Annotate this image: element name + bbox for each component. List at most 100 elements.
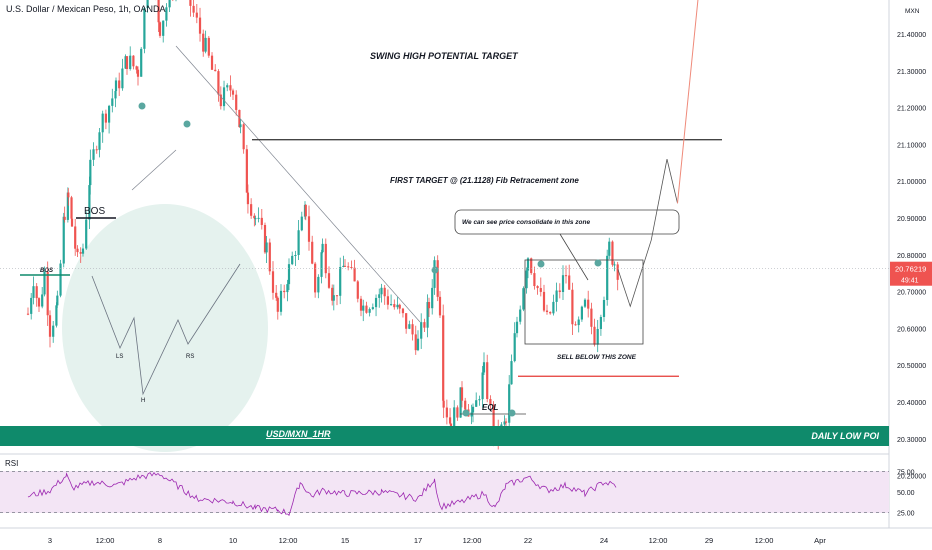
candle-body [599,316,602,329]
candle [35,283,38,307]
candle-body [331,287,334,301]
countdown-text: 49:41 [901,278,919,285]
bearish-trendline [175,45,421,323]
candle [59,259,62,298]
candle-body [362,305,365,311]
candle-body [263,224,267,253]
candle [486,354,489,403]
price-tick-label: 20.60000 [897,326,926,333]
candle-body [383,287,386,297]
candle [561,265,565,300]
candle-body [374,297,378,308]
candle [43,266,46,297]
candle [583,298,587,308]
candle-body [552,301,555,314]
candle-body [519,309,522,322]
candle [401,307,405,318]
candle [226,83,229,92]
candle-body [26,313,30,315]
swing-point-marker [138,102,146,110]
candle-body [204,37,207,52]
candle [108,104,111,134]
candle-body [549,311,552,314]
candle-body [321,243,324,253]
candle [30,293,33,320]
candle-body [114,90,117,99]
candle [555,282,558,312]
candle [327,266,331,289]
candle-body [35,286,38,299]
candle-body [414,334,417,351]
candle [279,284,283,316]
candle-body [320,252,323,277]
candle-body [508,384,511,423]
candle-body [43,271,46,295]
candle-body [332,295,335,301]
candle [321,238,324,254]
candle-body [108,105,111,123]
candle-body [238,109,241,128]
head-shoulders-zone [62,204,268,452]
candle [368,307,371,317]
candle [132,55,135,70]
current-price-badge-text: 20.76219 [895,265,926,274]
candle [365,301,368,314]
candle [426,294,429,338]
candle [135,65,138,74]
candle-body [602,299,606,317]
candle-body [74,226,77,249]
candle [172,0,174,2]
candle-body [427,302,431,309]
swing-point-marker [537,260,545,268]
candle-body [481,372,484,400]
candle [70,217,74,227]
candle [235,90,238,116]
candle-body [192,5,195,13]
candle [239,119,242,134]
candle [508,375,511,431]
candle-body [438,296,442,316]
candle [189,0,192,17]
bos-label-small: BOS [40,268,53,274]
candle [140,47,143,77]
candle-body [350,267,353,269]
candle-body [580,306,583,320]
candle [590,302,593,335]
candle-body [287,264,291,285]
ls-label: LS [116,354,123,360]
candle [26,307,30,316]
swing-point-marker [431,266,439,274]
candle-body [611,241,614,265]
candle-body [104,113,107,123]
candle [513,322,516,363]
candle [542,284,546,313]
eql-label: EQL [482,403,499,412]
candle [616,261,619,291]
candle-body [132,55,135,67]
candle [420,313,423,349]
candle [85,211,88,250]
candle-body [359,298,363,311]
price-tick-label: 20.20000 [897,474,926,481]
consolidation-box [524,259,644,345]
candle-body [158,22,162,36]
candle-body [88,185,91,220]
candle-body [536,286,539,289]
candle [198,7,202,42]
candle [515,316,519,338]
candle-body [436,260,439,297]
candle-body [135,66,138,70]
candle-body [533,273,536,287]
candle-body [89,159,92,186]
time-axis-label: 8 [158,536,162,545]
candle-body [542,291,546,311]
swing-high-label: SWING HIGH POTENTIAL TARGET [370,51,519,61]
banner-poi-label: DAILY LOW POI [811,431,879,441]
candle [423,318,426,332]
candle-body [426,302,429,328]
candle-body [297,230,300,256]
candle-body [564,275,568,277]
candle-body [464,400,467,410]
candle-body [343,265,347,267]
